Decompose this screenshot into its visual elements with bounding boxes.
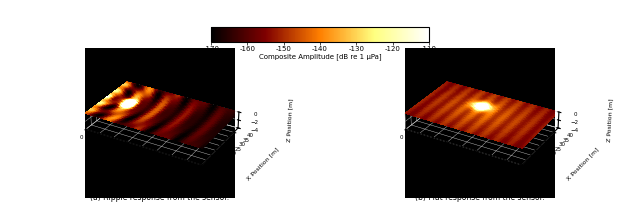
X-axis label: Composite Amplitude [dB re 1 μPa]: Composite Amplitude [dB re 1 μPa] xyxy=(259,53,381,60)
X-axis label: Y Position [m]: Y Position [m] xyxy=(106,156,148,174)
Y-axis label: X Position [m]: X Position [m] xyxy=(565,146,600,181)
Y-axis label: X Position [m]: X Position [m] xyxy=(245,146,280,181)
Text: (a) Ripple response from the sensor.: (a) Ripple response from the sensor. xyxy=(90,193,230,202)
X-axis label: Y Position [m]: Y Position [m] xyxy=(426,156,468,174)
Text: (b) Flat response from the sensor.: (b) Flat response from the sensor. xyxy=(415,193,545,202)
